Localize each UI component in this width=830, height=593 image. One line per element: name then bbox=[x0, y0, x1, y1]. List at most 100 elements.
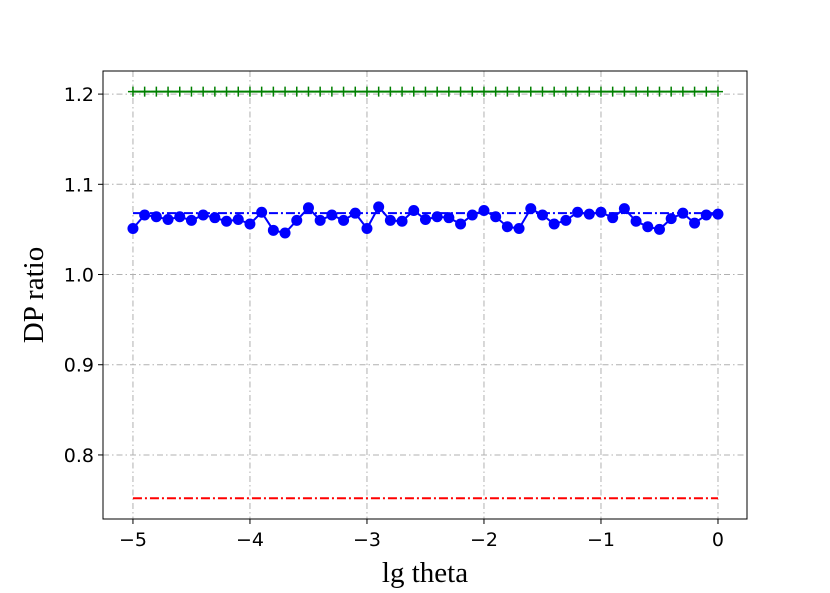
point bbox=[537, 86, 548, 97]
y-tick-label: 1.2 bbox=[64, 84, 94, 106]
y-tick-label: 0.8 bbox=[64, 445, 94, 467]
point bbox=[350, 86, 361, 97]
point bbox=[326, 209, 338, 221]
point bbox=[419, 213, 431, 225]
point bbox=[595, 206, 607, 218]
point bbox=[338, 86, 349, 97]
point bbox=[127, 86, 138, 97]
point bbox=[185, 214, 197, 226]
point bbox=[478, 86, 489, 97]
point bbox=[280, 86, 291, 97]
point bbox=[665, 213, 677, 225]
x-tick-label: −1 bbox=[587, 529, 615, 551]
y-axis-label: DP ratio bbox=[18, 247, 50, 343]
point bbox=[490, 86, 501, 97]
point bbox=[514, 86, 525, 97]
point bbox=[607, 86, 618, 97]
point bbox=[467, 86, 478, 97]
point bbox=[548, 218, 560, 230]
point bbox=[197, 209, 209, 221]
point bbox=[689, 86, 700, 97]
point bbox=[654, 86, 665, 97]
point bbox=[361, 86, 372, 97]
x-axis-label: lg theta bbox=[382, 557, 468, 589]
point bbox=[397, 86, 408, 97]
point bbox=[583, 208, 595, 220]
point bbox=[174, 211, 186, 223]
point bbox=[291, 86, 302, 97]
point bbox=[279, 227, 291, 239]
point bbox=[233, 86, 244, 97]
point bbox=[268, 86, 279, 97]
point bbox=[244, 218, 256, 230]
point bbox=[420, 86, 431, 97]
point bbox=[432, 86, 443, 97]
point bbox=[373, 86, 384, 97]
point bbox=[619, 86, 630, 97]
point bbox=[560, 214, 572, 226]
point bbox=[700, 209, 712, 221]
point bbox=[536, 209, 548, 221]
point bbox=[338, 214, 350, 226]
point bbox=[127, 223, 139, 235]
point bbox=[315, 86, 326, 97]
point bbox=[291, 214, 303, 226]
point bbox=[525, 203, 537, 215]
point bbox=[385, 86, 396, 97]
point bbox=[139, 209, 151, 221]
point bbox=[572, 86, 583, 97]
point bbox=[314, 214, 326, 226]
x-tick-label: −5 bbox=[119, 529, 147, 551]
point bbox=[513, 223, 525, 235]
point bbox=[396, 215, 408, 227]
point bbox=[595, 86, 606, 97]
x-tick-label: 0 bbox=[712, 529, 724, 551]
point bbox=[361, 223, 373, 235]
point bbox=[267, 224, 279, 236]
plot-frame bbox=[102, 70, 748, 520]
point bbox=[408, 204, 420, 216]
x-tick-label: −2 bbox=[470, 529, 498, 551]
point bbox=[525, 86, 536, 97]
point bbox=[232, 213, 244, 225]
point bbox=[584, 86, 595, 97]
point bbox=[221, 86, 232, 97]
point bbox=[162, 213, 174, 225]
point bbox=[502, 86, 513, 97]
point bbox=[478, 204, 490, 216]
x-tick-label: −4 bbox=[236, 529, 264, 551]
point bbox=[221, 215, 233, 227]
point bbox=[666, 86, 677, 97]
point bbox=[712, 86, 723, 97]
point bbox=[618, 203, 630, 215]
y-tick-label: 0.9 bbox=[64, 355, 94, 377]
point bbox=[455, 86, 466, 97]
point bbox=[607, 212, 619, 224]
point bbox=[373, 201, 385, 213]
point bbox=[408, 86, 419, 97]
point bbox=[631, 86, 642, 97]
point bbox=[642, 221, 654, 233]
y-tick-label: 1.0 bbox=[64, 265, 94, 287]
point bbox=[653, 223, 665, 235]
point bbox=[209, 212, 221, 224]
point bbox=[689, 217, 701, 229]
point bbox=[443, 86, 454, 97]
x-tick-label: −3 bbox=[353, 529, 381, 551]
point bbox=[302, 202, 314, 214]
point bbox=[163, 86, 174, 97]
point bbox=[642, 86, 653, 97]
y-tick-label: 1.1 bbox=[64, 174, 94, 196]
point bbox=[560, 86, 571, 97]
point bbox=[466, 209, 478, 221]
point bbox=[701, 86, 712, 97]
point bbox=[186, 86, 197, 97]
point bbox=[384, 214, 396, 226]
point bbox=[209, 86, 220, 97]
point bbox=[443, 212, 455, 224]
point bbox=[630, 215, 642, 227]
point bbox=[244, 86, 255, 97]
point bbox=[174, 86, 185, 97]
point bbox=[303, 86, 314, 97]
